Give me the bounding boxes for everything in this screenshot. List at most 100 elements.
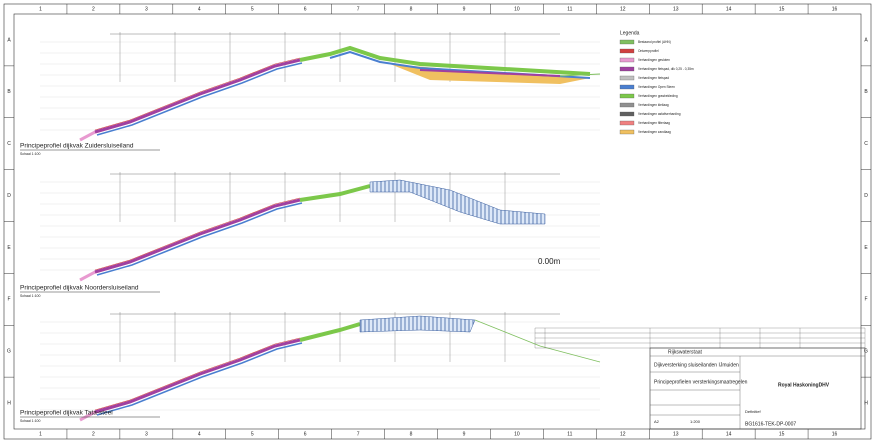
profile-title: Principeprofiel dijkvak Noordersluiseila… [20, 285, 139, 292]
grid-column-label: 2 [92, 6, 95, 12]
legend-label: Verhardingen Open Steen [638, 85, 675, 89]
slope-revetment [94, 198, 301, 274]
legend-swatch [619, 48, 635, 54]
crest-blue [329, 50, 591, 79]
status: Definitief [745, 409, 761, 414]
grid-row-label: G [864, 349, 868, 355]
grid-column-label: 1 [39, 6, 42, 12]
profile-scale: Schaal 1:100 [20, 294, 40, 298]
grid-row-label: E [7, 245, 11, 251]
legend-swatch [619, 84, 635, 90]
grid-column-label: 1 [39, 431, 42, 437]
grid-column-label: 12 [620, 6, 626, 12]
grid-column-label: 13 [673, 431, 679, 437]
grid-column-label: 15 [779, 6, 785, 12]
legend-swatch [619, 111, 635, 117]
grid-row-label: G [7, 349, 11, 355]
grid-row-label: B [7, 89, 11, 95]
elevation-marker: 0.00m [538, 257, 561, 266]
grid-column-label: 13 [673, 6, 679, 12]
grid-column-label: 5 [251, 6, 254, 12]
drawing-number: BG1616-TEK-DP-0007 [745, 421, 796, 427]
legend-label: Verhardingen gesloten [638, 58, 670, 62]
scale: 1:200 [690, 419, 701, 424]
slope-revetment [94, 58, 301, 134]
legend-swatch [619, 93, 635, 99]
grid-column-label: 9 [463, 431, 466, 437]
grid-column-label: 7 [357, 6, 360, 12]
title-block [649, 347, 866, 430]
grid-column-label: 8 [410, 6, 413, 12]
grid-row-label: F [7, 297, 10, 303]
grid-column-label: 16 [832, 6, 838, 12]
grid-column-label: 3 [145, 6, 148, 12]
format: A2 [654, 419, 660, 424]
existing-profile [474, 319, 601, 363]
grid-column-label: 8 [410, 431, 413, 437]
hatched-block [369, 179, 546, 225]
legend-swatch [619, 120, 635, 126]
grid-column-label: 10 [514, 6, 520, 12]
grid-column-label: 6 [304, 6, 307, 12]
legend-label: Verhardingen asfaltverharding [638, 112, 681, 116]
legend-label: Verhardingen zandlaag [638, 130, 671, 134]
grid-column-label: 12 [620, 431, 626, 437]
legend-label: Ontwerpprofiel [638, 49, 659, 53]
existing-profile [559, 73, 601, 77]
slope-revetment [94, 338, 301, 414]
legend-title: Legenda [620, 30, 640, 36]
legend-swatch [619, 39, 635, 45]
grid-column-label: 9 [463, 6, 466, 12]
grid-column-label: 4 [198, 6, 201, 12]
profile-title: Principeprofiel dijkvak Zuidersluiseilan… [20, 143, 134, 150]
grid-row-label: C [7, 141, 11, 147]
profile-scale: Schaal 1:100 [20, 419, 40, 423]
project: Dijkversterking sluiseilanden IJmuiden [654, 362, 739, 368]
grid-column-label: 11 [567, 6, 572, 12]
legend-label: Verhardingen grasbekleding [638, 94, 678, 98]
grid-column-label: 14 [726, 431, 732, 437]
client: Rijkswaterstaat [668, 349, 703, 355]
hatched-block [359, 315, 476, 333]
grid-row-label: A [864, 37, 868, 43]
grid-column-label: 3 [145, 431, 148, 437]
grid-row-label: A [7, 37, 11, 43]
legend-label: Bestaand profiel (AHN) [638, 40, 671, 44]
grid-row-label: H [864, 400, 868, 406]
legend-label: Verhardingen filterlaag [638, 121, 670, 125]
grid-column-label: 5 [251, 431, 254, 437]
legend-label: Verhardingen fietspad, dik 0,25 - 0,35m [638, 67, 694, 71]
slope-blue [96, 62, 303, 136]
legend-swatch [619, 66, 635, 72]
grid-row-label: H [7, 400, 11, 406]
grid-column-label: 11 [567, 431, 572, 437]
ontwerpprofiel [94, 337, 301, 411]
slope-blue [96, 342, 303, 416]
grid-column-label: 16 [832, 431, 838, 437]
profile-title: Principeprofiel dijkvak Tata-steel [20, 410, 113, 417]
grid-row-label: D [7, 193, 11, 199]
content: 1122334455667788991010111112121313141415… [4, 4, 871, 439]
legend-swatch [619, 75, 635, 81]
crest-purple [419, 69, 561, 77]
grass-crest [299, 184, 371, 202]
grass-crest [299, 322, 361, 342]
ontwerpprofiel [94, 57, 301, 131]
grid-row-label: F [864, 297, 867, 303]
grid-column-label: 7 [357, 431, 360, 437]
grid-column-label: 15 [779, 431, 785, 437]
grid-row-label: C [864, 141, 868, 147]
legend-swatch [619, 129, 635, 135]
grid-row-label: B [864, 89, 868, 95]
grid-column-label: 6 [304, 431, 307, 437]
grid-column-label: 10 [514, 431, 520, 437]
legend-swatch [619, 102, 635, 108]
slope-blue [96, 202, 303, 276]
legend-label: Verhardingen kleilaag [638, 103, 669, 107]
grid-row-label: E [864, 245, 868, 251]
company: Royal HaskoningDHV [778, 382, 830, 388]
legend-swatch [619, 57, 635, 63]
grid-row-label: D [864, 193, 868, 199]
grid-column-label: 2 [92, 431, 95, 437]
